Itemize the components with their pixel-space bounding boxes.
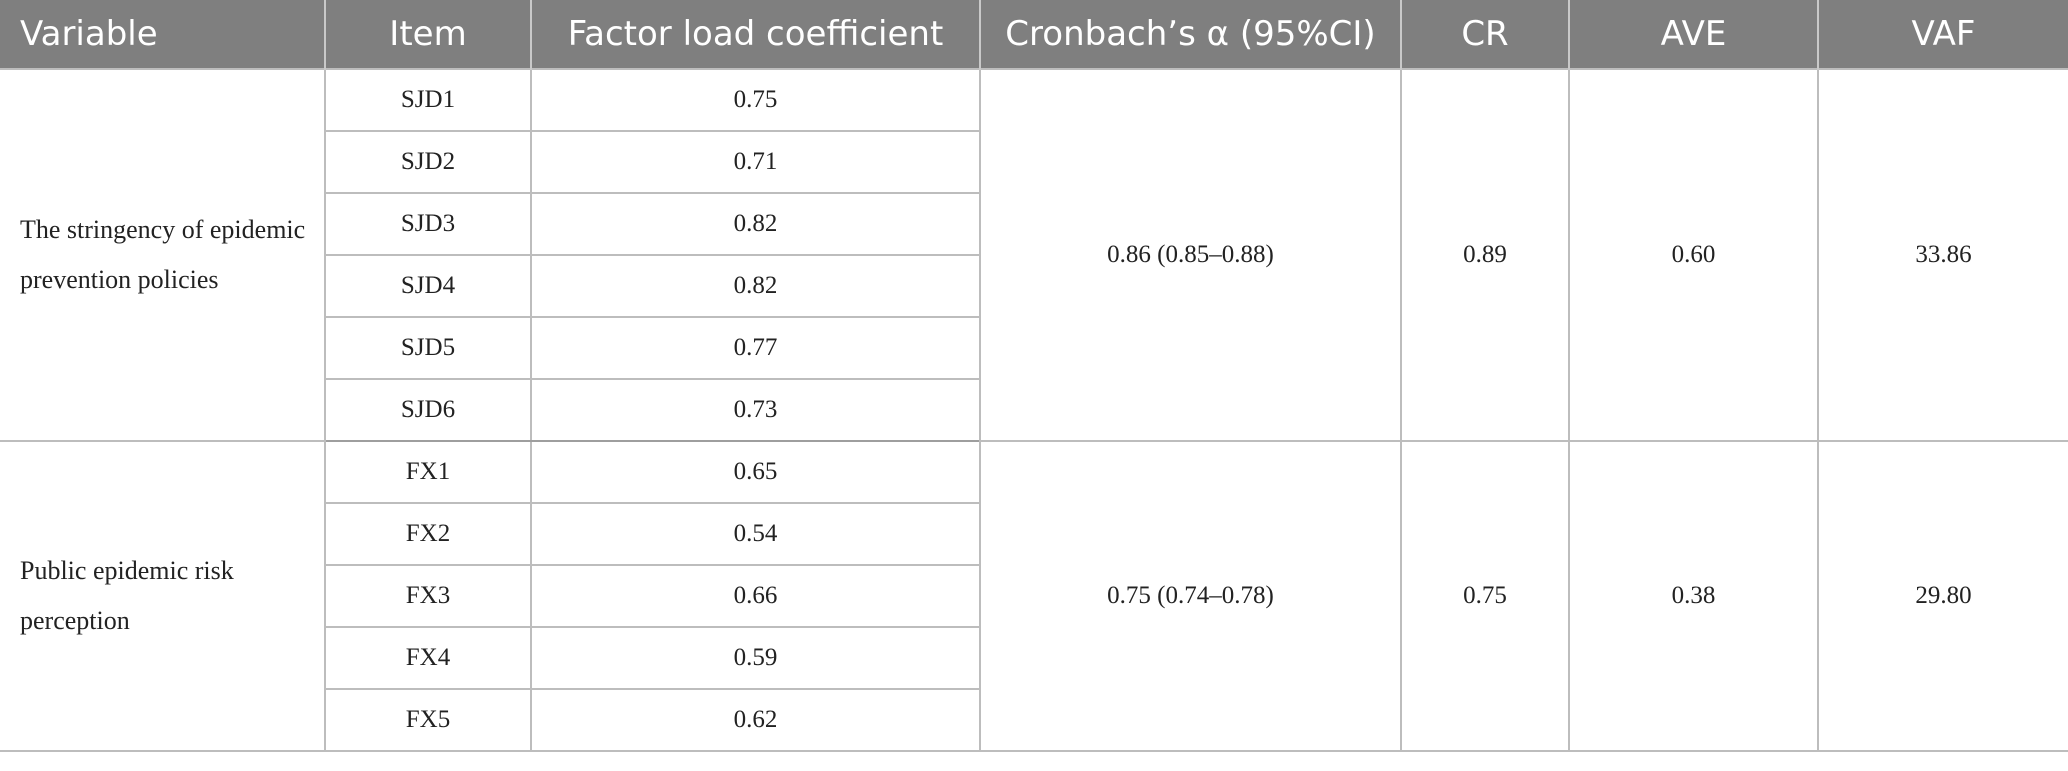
loading-cell: 0.65 [530, 440, 981, 504]
cr-cell: 0.89 [1400, 68, 1570, 442]
header-vaf: VAF [1817, 0, 2068, 69]
table-row: SJD5 0.77 [0, 316, 2068, 380]
item-cell: FX4 [325, 626, 532, 690]
item-cell: FX2 [325, 502, 532, 566]
table-header: Variable Item Factor load coefficient Cr… [0, 0, 2068, 69]
loading-cell: 0.75 [530, 68, 981, 132]
table-row: The stringency of epidemic prevention po… [0, 68, 2068, 442]
loading-cell: 0.62 [530, 688, 980, 752]
variable-cell: The stringency of epidemic prevention po… [0, 68, 326, 442]
cronbach-cell: 0.75 (0.74–0.78) [979, 440, 1402, 752]
table-row: FX2 0.54 [0, 502, 2068, 566]
item-cell: SJD3 [325, 192, 532, 256]
table-row: SJD3 0.82 [0, 192, 2068, 256]
header-cronbach: Cronbach’s α (95%CI) [979, 0, 1401, 69]
header-variable: Variable [0, 0, 325, 69]
table-row: Public epidemic risk perception FX1 0.65… [0, 440, 2068, 752]
item-cell: SJD6 [325, 378, 532, 442]
header-factor-load: Factor load coefficient [530, 0, 980, 69]
item-cell: FX5 [325, 688, 532, 752]
reliability-validity-table: Variable Item Factor load coefficient Cr… [0, 0, 2068, 752]
vaf-cell: 29.80 [1817, 440, 2068, 752]
header-row: Variable Item Factor load coefficient Cr… [0, 0, 2068, 69]
item-cell: FX3 [325, 564, 532, 628]
header-item: Item [324, 0, 531, 69]
loading-cell: 0.71 [530, 130, 980, 194]
vaf-cell: 33.86 [1817, 68, 2068, 442]
table-row: SJD6 0.73 [0, 378, 2068, 442]
loading-cell: 0.73 [530, 378, 980, 442]
item-cell: FX1 [324, 440, 532, 504]
loading-cell: 0.82 [530, 192, 980, 256]
table-row: FX5 0.62 [0, 688, 2068, 752]
ave-cell: 0.60 [1568, 68, 1819, 442]
item-cell: SJD2 [325, 130, 532, 194]
table-row: FX3 0.66 [0, 564, 2068, 628]
table-body: The stringency of epidemic prevention po… [0, 68, 2068, 752]
header-cr: CR [1400, 0, 1569, 69]
item-cell: SJD4 [325, 254, 532, 318]
header-ave: AVE [1568, 0, 1818, 69]
cronbach-cell: 0.86 (0.85–0.88) [979, 68, 1402, 442]
variable-cell: Public epidemic risk perception [0, 440, 326, 752]
loading-cell: 0.54 [530, 502, 980, 566]
table-row: SJD4 0.82 [0, 254, 2068, 318]
cr-cell: 0.75 [1400, 440, 1570, 752]
ave-cell: 0.38 [1568, 440, 1819, 752]
table-row: FX4 0.59 [0, 626, 2068, 690]
table-row: SJD2 0.71 [0, 130, 2068, 194]
loading-cell: 0.82 [530, 254, 980, 318]
loading-cell: 0.77 [530, 316, 980, 380]
item-cell: SJD5 [325, 316, 532, 380]
loading-cell: 0.59 [530, 626, 980, 690]
loading-cell: 0.66 [530, 564, 980, 628]
item-cell: SJD1 [324, 68, 532, 132]
